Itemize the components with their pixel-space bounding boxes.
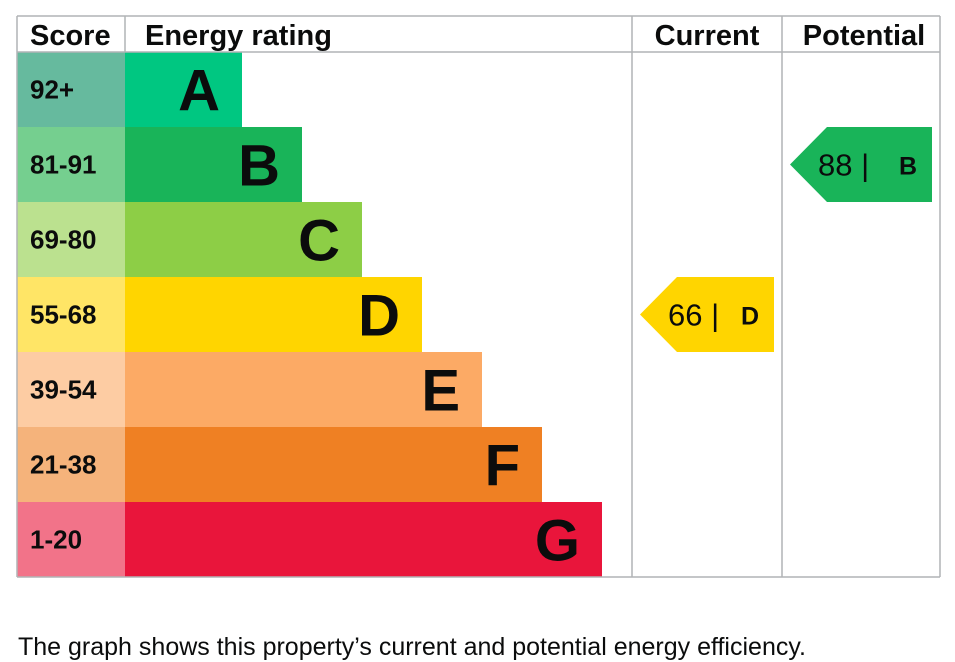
header-score: Score bbox=[30, 20, 111, 52]
band-letter-e: E bbox=[421, 359, 460, 424]
score-label-f: 21-38 bbox=[30, 450, 97, 480]
current-rating-arrow bbox=[640, 277, 774, 352]
header-energy-rating: Energy rating bbox=[145, 20, 332, 52]
potential-rating-arrow bbox=[790, 127, 932, 202]
header-current: Current bbox=[655, 20, 760, 52]
rating-bands: 92+ A 81-91 B 69-80 C 55-68 D 39-54 E 21-38 F 1-20 G bbox=[17, 52, 602, 577]
band-letter-b: B bbox=[238, 134, 280, 199]
rating-bar-a bbox=[125, 52, 242, 127]
score-cell-c bbox=[17, 202, 125, 277]
score-cell-f bbox=[17, 427, 125, 502]
score-cell-b bbox=[17, 127, 125, 202]
current-rating-letter: D bbox=[741, 303, 759, 331]
chart-caption: The graph shows this property’s current … bbox=[18, 633, 806, 661]
score-label-a: 92+ bbox=[30, 75, 74, 105]
score-cell-d bbox=[17, 277, 125, 352]
rating-arrows: 66 | D 88 | B bbox=[640, 127, 932, 352]
score-label-c: 69-80 bbox=[30, 225, 97, 255]
band-letter-c: C bbox=[298, 209, 340, 274]
band-letter-f: F bbox=[485, 434, 520, 499]
rating-bar-g bbox=[125, 502, 602, 577]
band-letter-a: A bbox=[178, 59, 220, 124]
score-label-d: 55-68 bbox=[30, 300, 97, 330]
rating-bar-c bbox=[125, 202, 362, 277]
rating-bar-f bbox=[125, 427, 542, 502]
current-rating-value: 66 | bbox=[668, 298, 719, 333]
score-label-b: 81-91 bbox=[30, 150, 97, 180]
table-grid bbox=[16, 15, 941, 578]
score-label-e: 39-54 bbox=[30, 375, 97, 405]
band-letter-g: G bbox=[535, 509, 580, 574]
score-cell-a bbox=[17, 52, 125, 127]
score-cell-e bbox=[17, 352, 125, 427]
rating-bar-b bbox=[125, 127, 302, 202]
band-letter-d: D bbox=[358, 284, 400, 349]
table-header: Score Energy rating Current Potential bbox=[30, 20, 925, 52]
potential-rating-letter: B bbox=[899, 153, 917, 181]
potential-rating-value: 88 | bbox=[818, 148, 869, 183]
header-potential: Potential bbox=[803, 20, 925, 52]
rating-bar-d bbox=[125, 277, 422, 352]
score-cell-g bbox=[17, 502, 125, 577]
rating-bar-e bbox=[125, 352, 482, 427]
score-label-g: 1-20 bbox=[30, 525, 82, 555]
